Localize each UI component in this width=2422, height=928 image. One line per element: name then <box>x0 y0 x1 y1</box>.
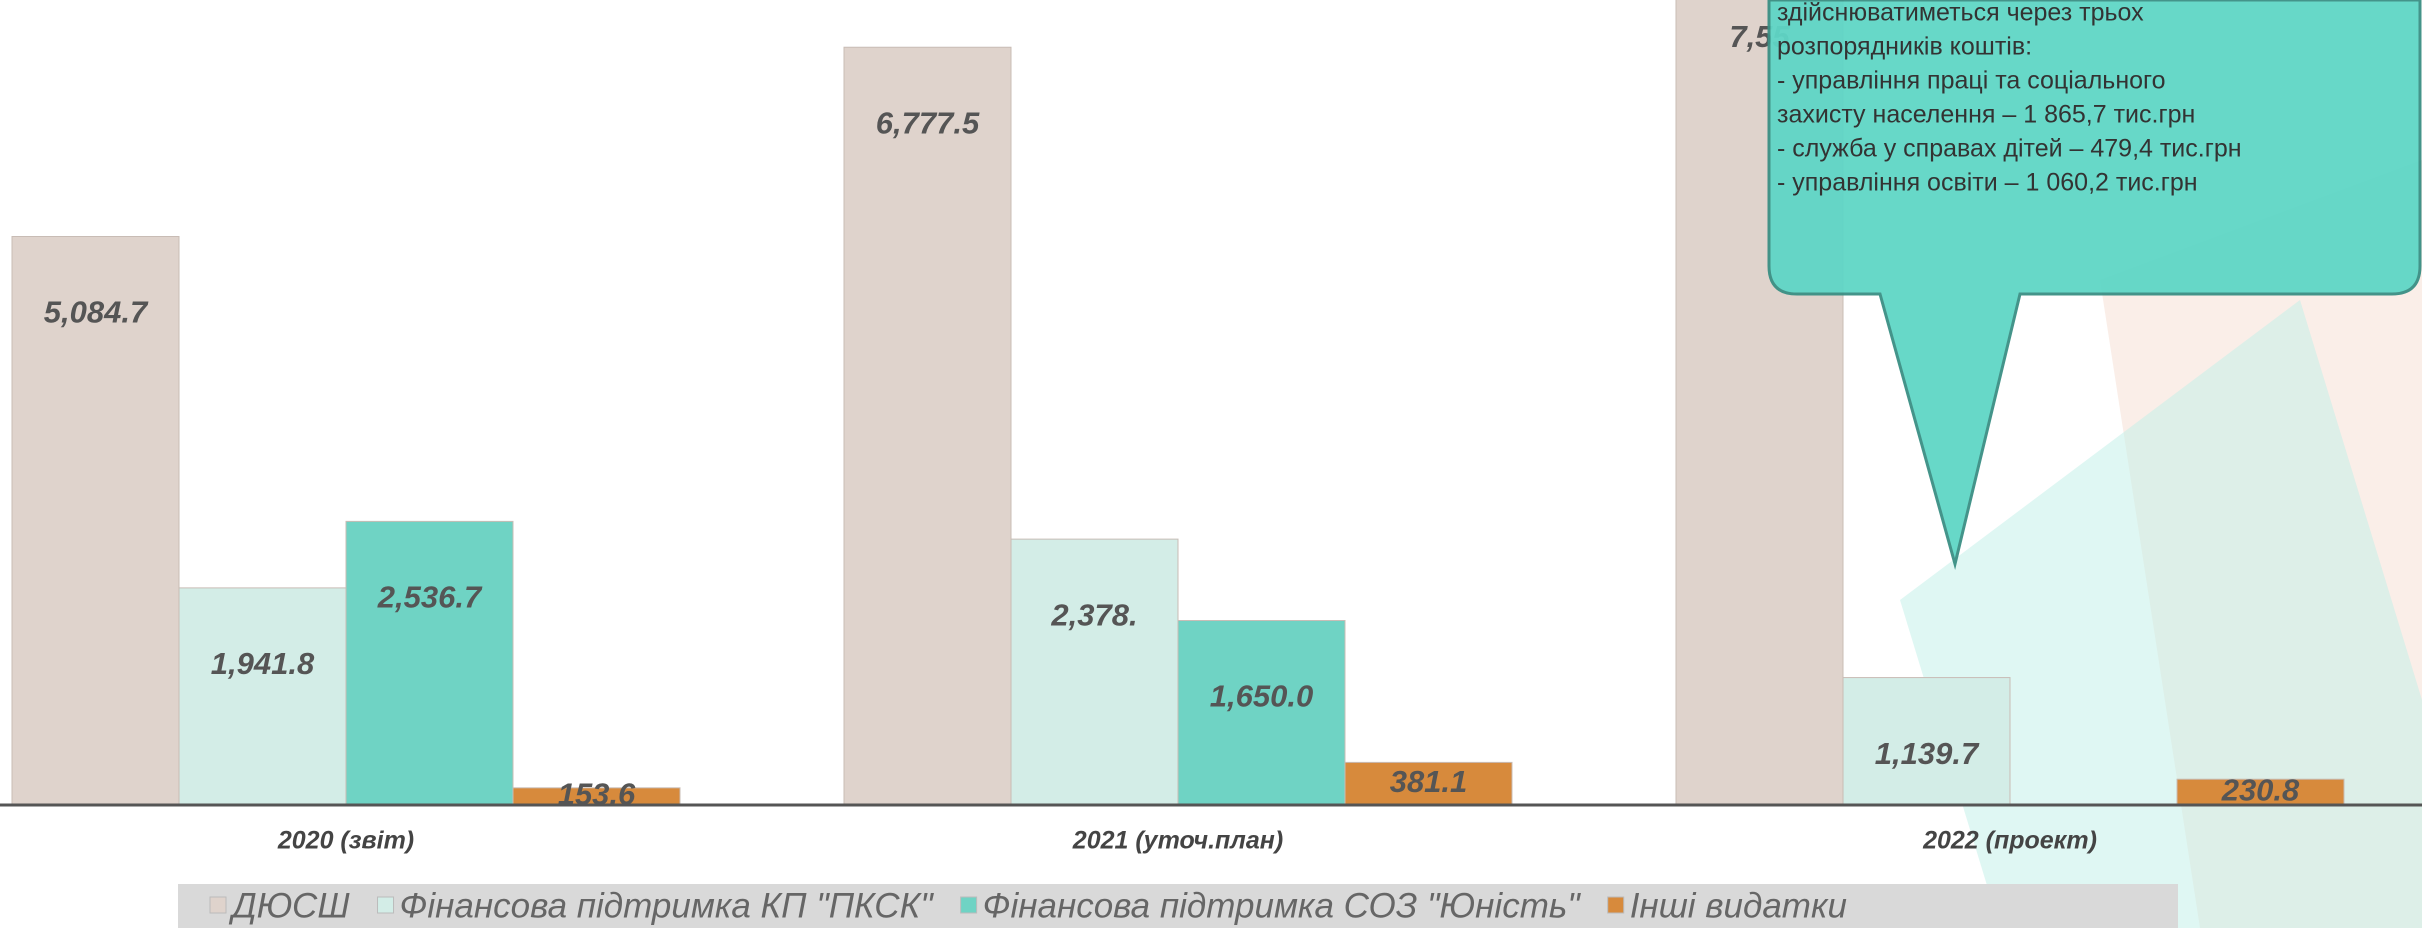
bar <box>843 46 1012 806</box>
legend: ДЮСШ Фінансова підтримка КП "ПКСК" Фінансо… <box>209 886 1847 925</box>
legend-marker <box>1607 896 1625 914</box>
x-tick-label: 2021 (уточ.план) <box>1072 827 1283 855</box>
x-tick-label: 2022 (проект) <box>1922 827 2097 855</box>
annotation-line: - управління праці та соціального <box>1777 67 2166 95</box>
data-label: 381.1 <box>1390 764 1468 799</box>
data-label: 6,777.5 <box>876 105 980 140</box>
legend-marker <box>377 896 395 914</box>
data-label: 2,536.7 <box>377 580 483 615</box>
annotation-line: розпорядників коштів: <box>1777 33 2032 61</box>
bar <box>1010 538 1179 806</box>
bar <box>1842 677 2011 806</box>
data-label: 1,941.8 <box>211 646 315 681</box>
data-label: 2,378. <box>1050 597 1137 632</box>
data-label: 1,650.0 <box>1210 679 1313 714</box>
bar <box>2176 778 2345 806</box>
legend-label: Інші видатки <box>1630 886 1847 925</box>
annotation-line: - служба у справах дітей – 479,4 тис.грн <box>1777 135 2242 163</box>
data-label: 230.8 <box>2221 772 2300 807</box>
legend-label: Фінансова підтримка СОЗ "Юність" <box>983 886 1582 925</box>
legend-marker <box>209 896 227 914</box>
data-label: 5,084.7 <box>44 295 149 330</box>
annotation-line: захисту населення – 1 865,7 тис.грн <box>1777 101 2195 129</box>
annotation-line: - управління освіти – 1 060,2 тис.грн <box>1777 169 2198 197</box>
legend-label: ДЮСШ <box>228 886 350 925</box>
callout-text: здійснюватиметься через трьох розпорядник… <box>1777 0 2242 197</box>
decor <box>1900 300 2422 928</box>
bar <box>1177 620 1346 806</box>
legend-marker <box>960 896 978 914</box>
x-tick-label: 2020 (звіт) <box>277 827 414 855</box>
data-label: 1,139.7 <box>1875 736 1980 771</box>
bar <box>11 236 180 806</box>
annotation-line: здійснюватиметься через трьох <box>1777 0 2144 27</box>
bar <box>178 587 347 806</box>
callout <box>1767 0 2422 570</box>
bar <box>345 520 514 806</box>
legend-label: Фінансова підтримка КП "ПКСК" <box>400 886 935 925</box>
legend-background <box>178 884 2178 928</box>
